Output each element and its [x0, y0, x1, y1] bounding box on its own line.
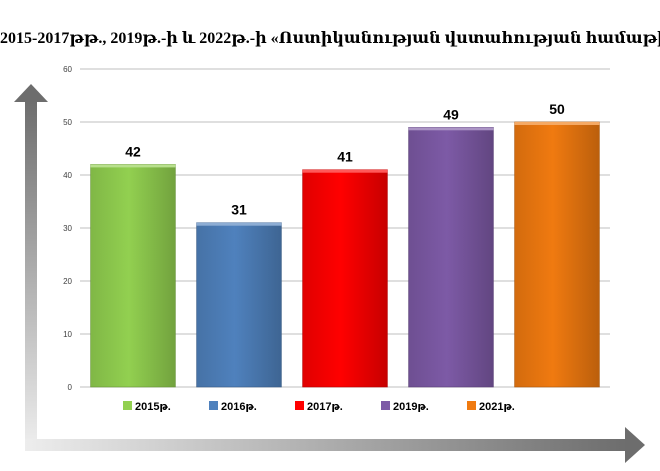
y-tick-label: 50 — [63, 118, 72, 127]
chart-title: 2015-2017թթ., 2019թ.-ի և 2022թ.-ի «Ոստիկ… — [0, 30, 660, 47]
y-tick-label: 20 — [63, 277, 72, 286]
legend: 2015թ. 2016թ. 2017թ. 2019թ. 2021թ. — [123, 401, 515, 413]
bar-top-highlight — [90, 164, 176, 168]
legend-label: 2021թ. — [479, 401, 515, 413]
data-label: 49 — [443, 106, 459, 122]
legend-label: 2019թ. — [393, 401, 429, 413]
y-tick-label: 0 — [68, 383, 73, 392]
legend-label: 2016թ. — [221, 401, 257, 413]
legend-swatch — [381, 401, 390, 410]
y-tick-label: 60 — [63, 65, 72, 74]
legend-swatch — [295, 401, 304, 410]
vertical-arrow-icon — [14, 84, 48, 445]
data-label: 41 — [337, 149, 353, 165]
bar-top-highlight — [514, 122, 600, 125]
bar-top-highlight — [302, 169, 388, 173]
plot-area: 0 10 20 30 40 50 60 42 31 41 49 50 — [63, 65, 610, 392]
y-tick-label: 30 — [63, 224, 72, 233]
legend-swatch — [209, 401, 218, 410]
bar — [90, 164, 176, 388]
y-tick-label: 10 — [63, 330, 72, 339]
bar — [408, 127, 494, 388]
bar — [514, 121, 600, 388]
y-tick-label: 40 — [63, 171, 72, 180]
legend-label: 2017թ. — [307, 401, 343, 413]
legend-swatch — [123, 401, 132, 410]
data-label: 50 — [549, 101, 565, 117]
bar — [302, 169, 388, 388]
horizontal-arrow-icon — [25, 427, 645, 463]
legend-label: 2015թ. — [135, 401, 171, 413]
data-label: 42 — [125, 143, 141, 159]
legend-swatch — [467, 401, 476, 410]
bar-top-highlight — [196, 222, 282, 226]
data-label: 31 — [231, 202, 247, 218]
bar-top-highlight — [408, 127, 494, 131]
bar — [196, 222, 282, 388]
